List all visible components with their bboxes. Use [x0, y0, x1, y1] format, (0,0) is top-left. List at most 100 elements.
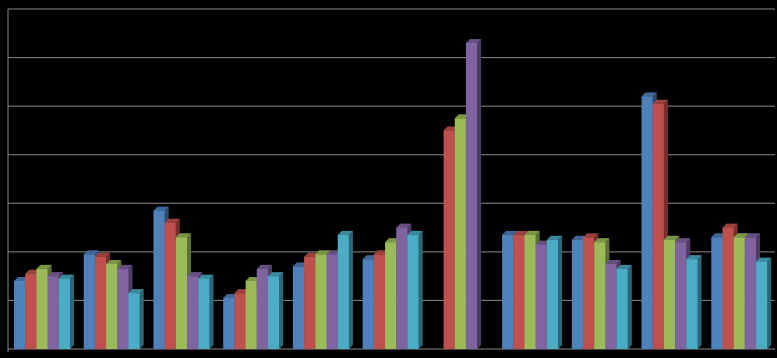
bar-front [362, 259, 374, 349]
bar-side [477, 39, 482, 349]
bar-top [128, 289, 144, 294]
bar-side [558, 235, 563, 349]
bar [407, 230, 423, 349]
bar-top [315, 250, 331, 255]
bar-top [756, 257, 772, 262]
bar-side [279, 272, 284, 349]
bar-side [209, 274, 214, 349]
bar-top [337, 230, 353, 235]
bar [267, 272, 284, 349]
bar-front [106, 264, 118, 349]
bar-front [722, 227, 734, 349]
bar-top [153, 206, 169, 211]
bar-side [139, 289, 144, 349]
bar-front [36, 268, 48, 349]
bar-top [58, 274, 74, 279]
bar [686, 255, 702, 349]
bar-front [337, 234, 349, 349]
bar-top [594, 238, 610, 243]
bar-top [187, 272, 203, 277]
bar-top [605, 260, 621, 264]
bar-top [36, 264, 52, 269]
bar-top [47, 272, 63, 277]
bar-front [465, 43, 478, 349]
bar-side [70, 274, 74, 349]
bar-front [304, 256, 316, 349]
bar-front [443, 130, 455, 349]
bar-front [583, 237, 595, 349]
bar-front [641, 96, 653, 349]
bar-front [58, 278, 70, 349]
bar-top [267, 272, 284, 277]
bar-top [524, 230, 540, 235]
bar-front [744, 237, 757, 349]
bar-front [373, 254, 386, 349]
bar-top [164, 218, 180, 223]
bar-top [106, 260, 122, 264]
bar-front [256, 268, 268, 349]
bar-front [733, 237, 745, 349]
bar-top [465, 39, 482, 43]
bar [616, 264, 632, 349]
bar [546, 235, 563, 349]
bar-front [605, 264, 617, 349]
bar-top [513, 230, 529, 235]
bar-front [47, 276, 59, 349]
bar-front [711, 237, 723, 349]
bar-front [292, 266, 305, 349]
bar-front [663, 239, 676, 349]
bar-top [722, 223, 738, 228]
bar-front [164, 222, 176, 349]
bar-front [326, 254, 338, 349]
bar-front [535, 244, 547, 349]
bar-top [175, 233, 192, 238]
bar-front [396, 227, 408, 349]
bar-top [502, 230, 518, 235]
bar-top [117, 264, 133, 269]
bar-front [25, 273, 37, 349]
bar-front [594, 242, 606, 349]
bar-front [756, 261, 768, 349]
bar-front [407, 234, 419, 349]
bar-front [175, 237, 188, 349]
bar-side [627, 264, 632, 349]
bar-top [616, 264, 632, 269]
bar-front [686, 259, 698, 349]
bar-front [524, 234, 536, 349]
bar-side [697, 255, 702, 349]
bar-front [245, 281, 257, 349]
bar-front [571, 239, 584, 349]
bar-top [686, 255, 702, 260]
bar-front [187, 276, 199, 349]
bar-front [675, 242, 687, 349]
bar [198, 274, 214, 349]
bar-front [454, 118, 466, 350]
bar-top [641, 92, 657, 97]
bar-front [513, 234, 525, 349]
bar [756, 257, 772, 349]
bar-top [83, 250, 99, 255]
bar-top [733, 233, 749, 238]
bar-front [117, 268, 129, 349]
bar-front [315, 254, 327, 349]
bar-front [502, 234, 514, 349]
bar-top [675, 238, 691, 243]
bar-top [396, 223, 412, 228]
bar-top [652, 99, 668, 104]
bar-front [267, 276, 280, 349]
bar-side [348, 230, 353, 349]
bar-front [14, 281, 26, 349]
bar-front [128, 293, 140, 349]
bar-top [94, 252, 111, 257]
bar-top [407, 230, 423, 235]
bar-side [767, 257, 772, 349]
bar-top [546, 235, 563, 240]
bar-front [153, 210, 165, 349]
bar-front [385, 242, 397, 349]
bar-front [198, 278, 210, 349]
bar-top [583, 233, 599, 238]
bar-top [663, 235, 680, 240]
bar [465, 39, 482, 349]
